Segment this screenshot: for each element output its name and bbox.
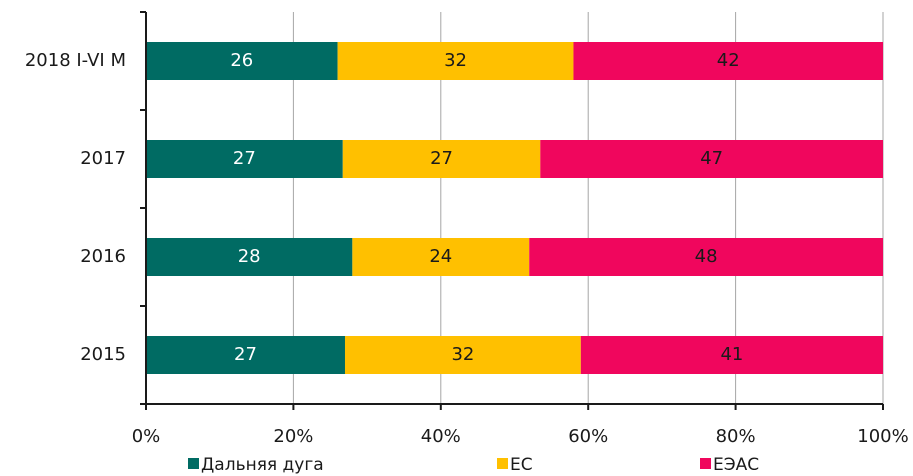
bar-segment [529,238,883,276]
bar-segment [352,238,530,276]
legend-label: ЕС [510,455,533,475]
legend-swatch [188,458,199,469]
data-label: 27 [233,148,256,169]
data-label: 27 [430,148,453,169]
x-tick-label: 80% [716,426,756,447]
bar-segment [146,238,353,276]
data-label: 32 [444,50,467,71]
legend-label: ЕЭАС [713,455,759,475]
legend-swatch [700,458,711,469]
legend-label: Дальняя дуга [201,455,324,475]
data-label: 42 [717,50,740,71]
data-label: 48 [695,246,718,267]
x-tick-label: 100% [857,426,908,447]
bar-segment [146,140,343,178]
data-label: 47 [700,148,723,169]
data-label: 26 [230,50,253,71]
data-label: 27 [234,344,257,365]
data-label: 41 [720,344,743,365]
x-tick-label: 40% [421,426,461,447]
bar-segment [342,140,541,178]
y-tick-label: 2018 I-VI M [25,50,126,71]
data-label: 32 [451,344,474,365]
bar-segment [540,140,883,178]
y-tick-label: 2015 [80,344,126,365]
bar-segment [580,336,883,374]
x-tick-label: 0% [132,426,161,447]
bar-segment [344,336,581,374]
bar-segment [146,42,338,80]
data-label: 24 [429,246,452,267]
legend-swatch [497,458,508,469]
bar-segment [146,336,345,374]
data-label: 28 [238,246,261,267]
y-tick-label: 2017 [80,148,126,169]
x-tick-label: 20% [273,426,313,447]
bar-segment [573,42,883,80]
y-tick-label: 2016 [80,246,126,267]
bar-segment [337,42,574,80]
x-tick-label: 60% [568,426,608,447]
